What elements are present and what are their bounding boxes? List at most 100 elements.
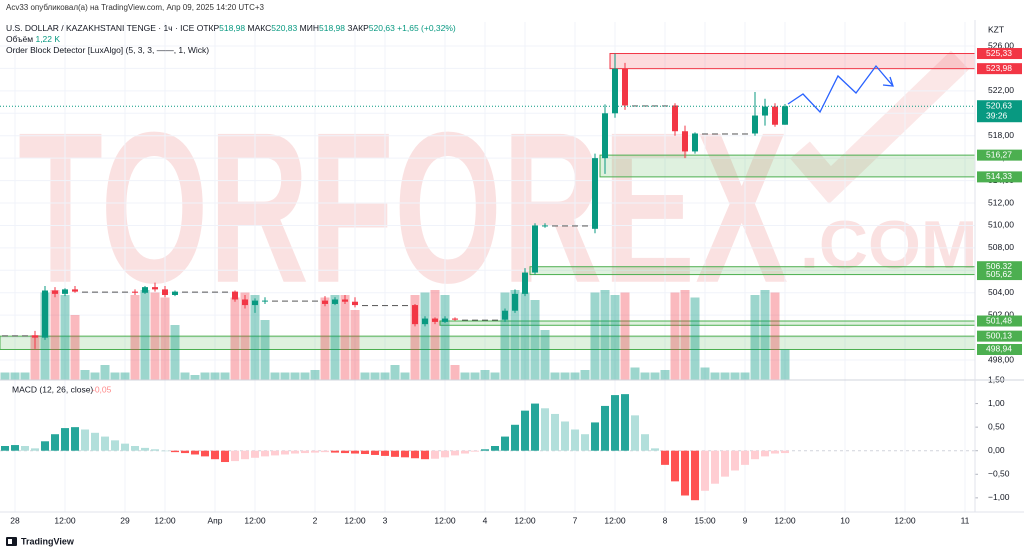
macd-bar xyxy=(711,450,719,484)
macd-bar xyxy=(151,449,159,451)
ohlc-label: ОТКР xyxy=(196,23,220,33)
candle-body xyxy=(342,299,348,302)
volume-bar xyxy=(100,365,110,380)
x-tick-label: 7 xyxy=(573,515,578,525)
x-tick-label: 2 xyxy=(313,515,318,525)
zone-price-box xyxy=(977,315,1022,327)
candle-body xyxy=(772,106,778,125)
volume-bar xyxy=(230,297,240,380)
macd-tick-label: 0,00 xyxy=(988,445,1005,455)
last-price-box xyxy=(977,100,1022,123)
y-tick-label: 512,00 xyxy=(988,197,1014,207)
candle-body xyxy=(12,335,18,337)
volume-bar xyxy=(780,349,790,380)
macd-bar xyxy=(371,450,379,455)
macd-bar xyxy=(281,450,289,455)
x-tick-label: Апр xyxy=(208,515,223,525)
macd-bar xyxy=(601,405,609,451)
volume-bar xyxy=(130,295,140,380)
countdown: 39:26 xyxy=(986,110,1008,120)
candle-body xyxy=(782,106,788,125)
zone-price-box xyxy=(977,269,1022,281)
volume-bar xyxy=(450,365,460,380)
candle-body xyxy=(402,305,408,307)
candle-body xyxy=(92,291,98,293)
candle-body xyxy=(242,299,248,306)
candle-body xyxy=(32,335,38,338)
macd-bar xyxy=(261,450,269,457)
volume-bar xyxy=(430,290,440,380)
macd-bar xyxy=(251,450,259,458)
volume-bar xyxy=(60,295,70,380)
candle-body xyxy=(602,113,608,159)
candle-body xyxy=(262,300,268,302)
candle-body xyxy=(532,225,538,273)
volume-bar xyxy=(150,292,160,380)
macd-bar xyxy=(1,446,9,451)
macd-bar xyxy=(161,450,169,452)
last-price-label: 520,63 xyxy=(986,100,1012,110)
zone-price-label: 500,13 xyxy=(986,330,1012,340)
candle-body xyxy=(522,272,528,294)
candle-body xyxy=(292,300,298,302)
macd-bar xyxy=(321,450,329,453)
volume-bar xyxy=(340,295,350,380)
volume-bar xyxy=(370,372,380,380)
macd-bar xyxy=(461,450,469,454)
candle-body xyxy=(462,319,468,321)
zone-price-label: 523,98 xyxy=(986,63,1012,73)
candle-body xyxy=(382,305,388,307)
x-tick-label: 15:00 xyxy=(694,515,716,525)
publisher: Acv33 опубликовал(а) на TradingView.com,… xyxy=(6,3,264,12)
volume-bar xyxy=(90,372,100,380)
volume-bar xyxy=(590,292,600,380)
x-tick-label: 29 xyxy=(120,515,130,525)
macd-bar xyxy=(561,421,569,451)
zone-price-box xyxy=(977,343,1022,355)
macd-bar xyxy=(571,429,579,451)
volume-bar xyxy=(210,372,220,380)
volume-bar xyxy=(470,372,480,380)
order-block xyxy=(439,320,976,326)
candle-body xyxy=(472,319,478,321)
macd-bar xyxy=(661,450,669,465)
candle-body xyxy=(582,225,588,227)
macd-bar xyxy=(221,450,229,463)
macd-bar xyxy=(501,436,509,451)
ohlc-value: 518,98 xyxy=(318,23,345,33)
candle-body xyxy=(142,287,148,293)
candle-body xyxy=(562,225,568,227)
macd-bar xyxy=(401,450,409,458)
candle-body xyxy=(302,300,308,302)
volume-bar xyxy=(140,290,150,380)
candle-body xyxy=(172,291,178,295)
volume-bar xyxy=(680,290,690,380)
candle-body xyxy=(732,133,738,135)
volume-bar xyxy=(30,335,40,380)
plot: 498,00500,00502,00504,00506,00508,00510,… xyxy=(0,22,1022,525)
candle-body xyxy=(372,305,378,307)
ohlc-label: ЗАКР xyxy=(347,23,369,33)
volume-bar xyxy=(700,367,710,380)
macd-bar xyxy=(431,450,439,459)
candle-body xyxy=(2,335,8,337)
macd-bar xyxy=(191,450,199,455)
volume-bar xyxy=(490,372,500,380)
candle-body xyxy=(102,291,108,293)
candle-body xyxy=(682,131,688,152)
macd-bar xyxy=(61,428,69,451)
x-tick-label: 12:00 xyxy=(244,515,266,525)
volume-bar xyxy=(520,292,530,380)
macd-bar xyxy=(511,424,519,451)
macd-bar xyxy=(311,450,319,453)
volume-bar xyxy=(0,372,10,380)
ohlc-value: 518,98 xyxy=(219,23,246,33)
volume-value: 1,22 K xyxy=(35,34,61,44)
volume-bar xyxy=(640,372,650,380)
macd-bar xyxy=(331,450,339,453)
macd-bar xyxy=(451,450,459,456)
macd-bar xyxy=(621,394,629,451)
order-block xyxy=(609,53,976,70)
zone-price-label: 516,27 xyxy=(986,149,1012,159)
macd-bar xyxy=(781,450,789,454)
